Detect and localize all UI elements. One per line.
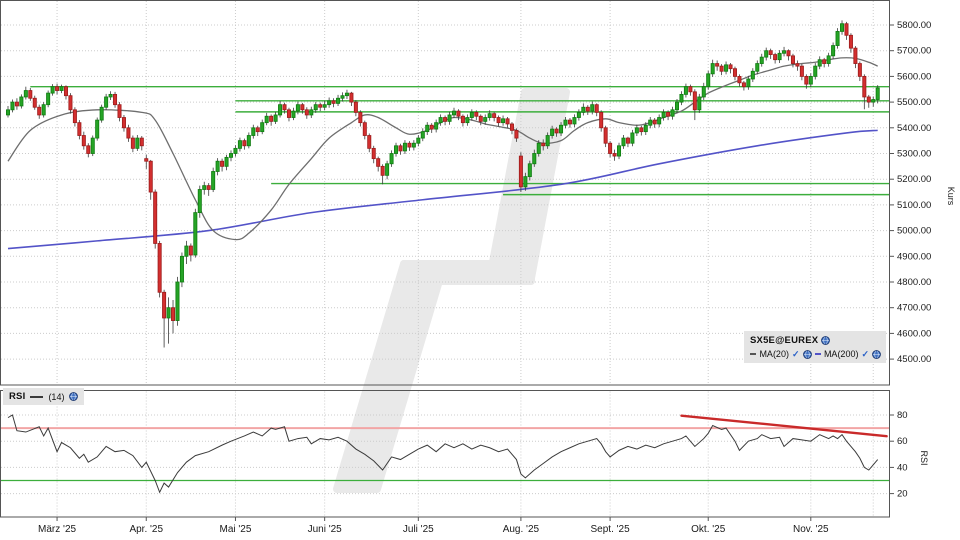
ma20-label: MA(20) — [759, 349, 789, 359]
ma200-checkbox[interactable]: ✓ — [861, 348, 869, 359]
x-tick-label: Sept. '25 — [591, 524, 631, 535]
y-tick-label: 4900.00 — [897, 251, 931, 262]
rsi-line-sample — [30, 395, 44, 398]
rsi-tick-label: 60 — [897, 436, 908, 447]
x-tick-label: Mai '25 — [219, 524, 251, 535]
globe-icon[interactable] — [69, 392, 79, 401]
gridlines — [1, 1, 890, 516]
y-tick-label: 5200.00 — [897, 174, 931, 185]
y-tick-label: 5100.00 — [897, 200, 931, 211]
x-tick-label: Juli '25 — [403, 524, 434, 535]
x-tick-label: Apr. '25 — [129, 524, 163, 535]
x-tick-label: Nov. '25 — [793, 524, 829, 535]
candlestick-series — [6, 20, 880, 348]
rsi-tick-label: 80 — [897, 410, 908, 421]
watermark-logo-icon — [333, 88, 570, 493]
y-tick-label: 5600.00 — [897, 71, 931, 82]
rsi-axis-title: RSI — [919, 450, 929, 465]
y-tick-label: 4600.00 — [897, 328, 931, 339]
support-resistance-lines[interactable] — [30, 85, 890, 196]
ma200-line-sample — [814, 353, 821, 355]
rsi-tick-label: 40 — [897, 462, 908, 473]
main-legend: SX5E@EUREX MA(20) ✓ MA(200) ✓ — [744, 331, 886, 363]
rsi-period-label: (14) — [48, 391, 65, 402]
globe-icon[interactable] — [872, 349, 881, 359]
y-tick-label: 5500.00 — [897, 97, 931, 108]
y-tick-label: 5700.00 — [897, 46, 931, 57]
x-tick-label: März '25 — [38, 524, 76, 535]
panel-frames — [0, 0, 890, 518]
ma20-checkbox[interactable]: ✓ — [791, 348, 800, 359]
y-tick-label: 4700.00 — [897, 303, 931, 314]
y-tick-label: 5400.00 — [897, 123, 931, 134]
globe-icon[interactable] — [821, 335, 831, 345]
rsi-tick-label: 20 — [897, 489, 908, 500]
y-tick-label: 4800.00 — [897, 277, 931, 288]
rsi-indicator-panel — [1, 414, 890, 494]
rsi-legend: RSI (14) — [3, 388, 85, 405]
y-tick-label: 5000.00 — [897, 226, 931, 237]
ma200-label: MA(200) — [823, 349, 859, 359]
axis-labels: 5800.00 5700.00 5600.00 5500.00 5400.00 5300.… — [38, 20, 931, 535]
y-tick-label: 5300.00 — [897, 149, 931, 160]
rsi-label: RSI — [9, 391, 26, 402]
globe-icon[interactable] — [802, 349, 812, 359]
x-tick-label: Aug. '25 — [503, 524, 540, 535]
x-tick-label: Okt. '25 — [691, 524, 726, 535]
symbol-label: SX5E@EUREX — [750, 334, 819, 346]
ma20-line-sample — [750, 353, 757, 355]
x-tick-label: Juni '25 — [308, 524, 343, 535]
y-axis-title: Kurs — [946, 187, 956, 206]
y-tick-label: 5800.00 — [897, 20, 931, 31]
y-tick-label: 4500.00 — [897, 354, 931, 365]
